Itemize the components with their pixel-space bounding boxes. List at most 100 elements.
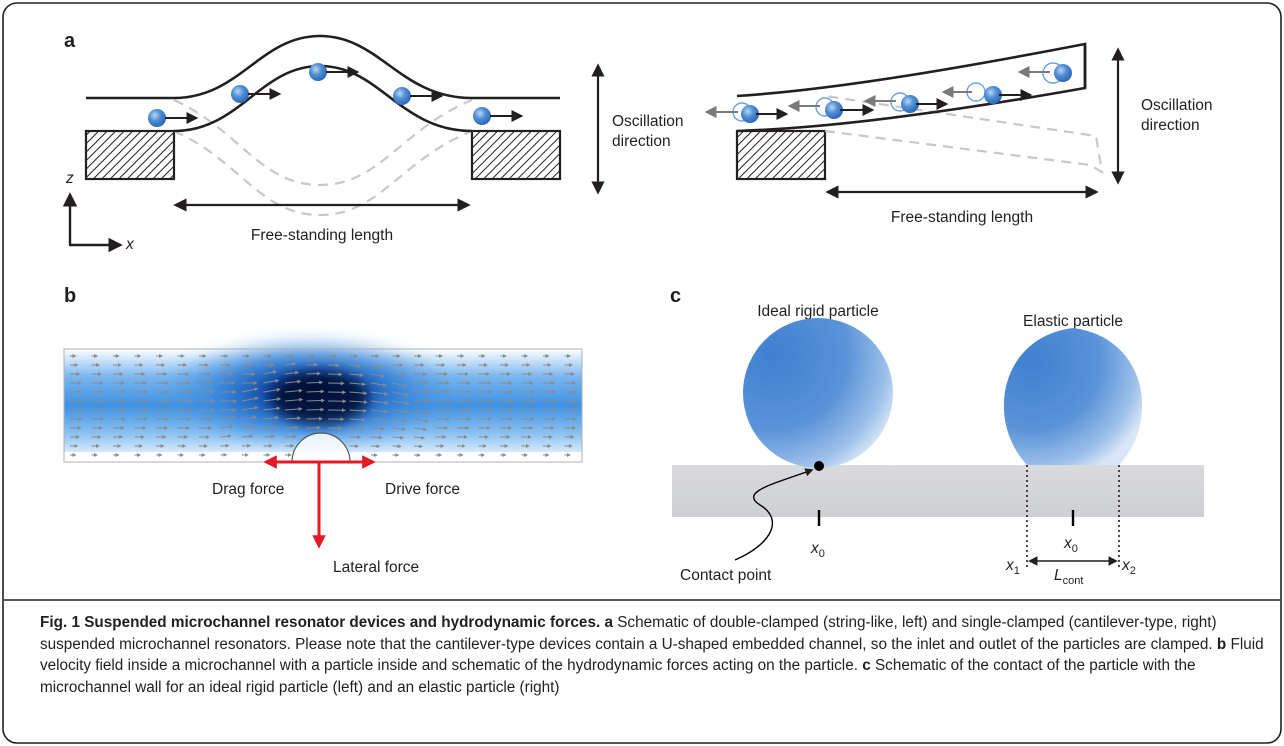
lcont-label: Lcont: [1054, 567, 1083, 587]
caption-title: Fig. 1 Suspended microchannel resonator …: [40, 614, 601, 631]
velocity-vector: [392, 409, 410, 414]
velocity-vector: [370, 391, 389, 396]
velocity-vector: [306, 380, 324, 385]
velocity-vector: [370, 409, 389, 414]
velocity-vector: [263, 397, 282, 402]
velocity-vector: [284, 370, 300, 375]
velocity-vector: [284, 362, 297, 367]
velocity-vector: [349, 373, 364, 377]
velocity-vector: [220, 434, 232, 439]
free-standing-length-label: Free-standing length: [891, 209, 1033, 226]
velocity-vector: [263, 387, 281, 393]
oscillation-label: Oscillation direction: [612, 113, 688, 150]
particle: [473, 107, 491, 125]
drive-force-label: Drive force: [385, 481, 460, 498]
velocity-vector: [349, 417, 366, 422]
caption-a-label: a: [604, 614, 613, 631]
rigid-particle: [743, 318, 893, 468]
velocity-vector: [370, 373, 385, 378]
panel-b-label: b: [64, 285, 76, 307]
velocity-vector: [284, 407, 303, 412]
velocity-vector: [241, 387, 259, 393]
velocity-vector: [241, 396, 259, 402]
velocity-vector: [349, 363, 361, 368]
velocity-vector: [263, 370, 278, 375]
contact-point: [814, 461, 824, 471]
velocity-vector: [220, 424, 234, 429]
velocity-vector: [370, 364, 383, 369]
velocity-vector: [413, 435, 426, 440]
velocity-vector: [413, 409, 430, 415]
velocity-vector: [392, 391, 410, 397]
velocity-vector: [392, 400, 410, 406]
velocity-vector: [306, 389, 325, 394]
particle: [984, 86, 1002, 104]
x0-right-label: x0: [1063, 535, 1078, 555]
velocity-vector: [370, 382, 387, 387]
caption-c-label: c: [862, 657, 871, 674]
velocity-vector: [220, 415, 236, 420]
velocity-vector: [284, 416, 302, 421]
figure-caption: Fig. 1 Suspended microchannel resonator …: [40, 612, 1265, 698]
panel-b: b Drag force Drive force Lateral force: [63, 285, 583, 576]
velocity-vector: [241, 434, 254, 439]
velocity-vector: [241, 405, 259, 411]
elastic-particle-title: Elastic particle: [1023, 313, 1123, 330]
velocity-vector: [284, 379, 302, 384]
velocity-vector: [413, 418, 429, 423]
velocity-vector: [370, 400, 389, 405]
velocity-field: [63, 334, 583, 464]
cantilever-resonator: Free-standing length Oscillation directi…: [704, 42, 1213, 226]
particle: [309, 63, 327, 81]
deflected-channel-outline-2: [173, 98, 473, 187]
velocity-vector: [349, 391, 368, 396]
velocity-vector: [284, 388, 303, 393]
particle: [148, 109, 166, 127]
velocity-vector: [392, 426, 407, 431]
x-axis-label: x: [125, 236, 135, 253]
cantilever-clamp: [735, 129, 827, 181]
free-standing-length-label: Free-standing length: [251, 227, 393, 244]
velocity-vector: [220, 443, 230, 448]
caption-c-text: Schematic of the contact of the particle…: [40, 657, 1196, 696]
x0-left-label: x0: [810, 540, 825, 560]
velocity-vector: [241, 424, 256, 429]
velocity-vector: [392, 418, 408, 423]
velocity-vector: [349, 382, 366, 387]
panel-c-label: c: [670, 285, 681, 307]
velocity-vector: [263, 425, 278, 430]
elastic-particle: [1003, 328, 1143, 465]
velocity-vector: [263, 378, 280, 384]
particle: [231, 85, 249, 103]
velocity-vector: [413, 444, 423, 449]
drag-force-label: Drag force: [212, 481, 284, 498]
coordinate-axes: z x: [62, 170, 135, 253]
caption-b-text: Fluid velocity field inside a microchann…: [40, 635, 1264, 675]
velocity-vector: [349, 426, 364, 431]
particle-in-channel: [291, 432, 351, 463]
right-clamp: [470, 129, 562, 181]
caption-a-text: Schematic of double-clamped (string-like…: [40, 614, 1217, 653]
contact-pointer: [734, 468, 814, 561]
x2-label: x2: [1121, 557, 1136, 577]
panel-c: c Ideal rigid particle Elastic particle …: [670, 285, 1204, 587]
z-axis-label: z: [65, 170, 74, 187]
velocity-vectors: [70, 353, 578, 458]
rigid-particle-title: Ideal rigid particle: [757, 303, 878, 320]
velocity-vector: [306, 362, 319, 367]
double-clamped-resonator: Free-standing length Oscillation directi…: [62, 34, 688, 253]
velocity-vector: [370, 435, 383, 440]
velocity-vector: [370, 426, 385, 431]
velocity-vector: [263, 406, 281, 411]
particle: [1054, 64, 1072, 82]
contact-point-label: Contact point: [680, 567, 772, 584]
velocity-vector: [349, 400, 368, 405]
velocity-vector: [413, 427, 428, 432]
velocity-vector: [306, 371, 321, 376]
particle: [825, 101, 843, 119]
panel-a: a Free-standing length: [62, 30, 1213, 253]
deflected-cantilever-outline: [824, 94, 1104, 175]
velocity-vector: [263, 434, 276, 439]
